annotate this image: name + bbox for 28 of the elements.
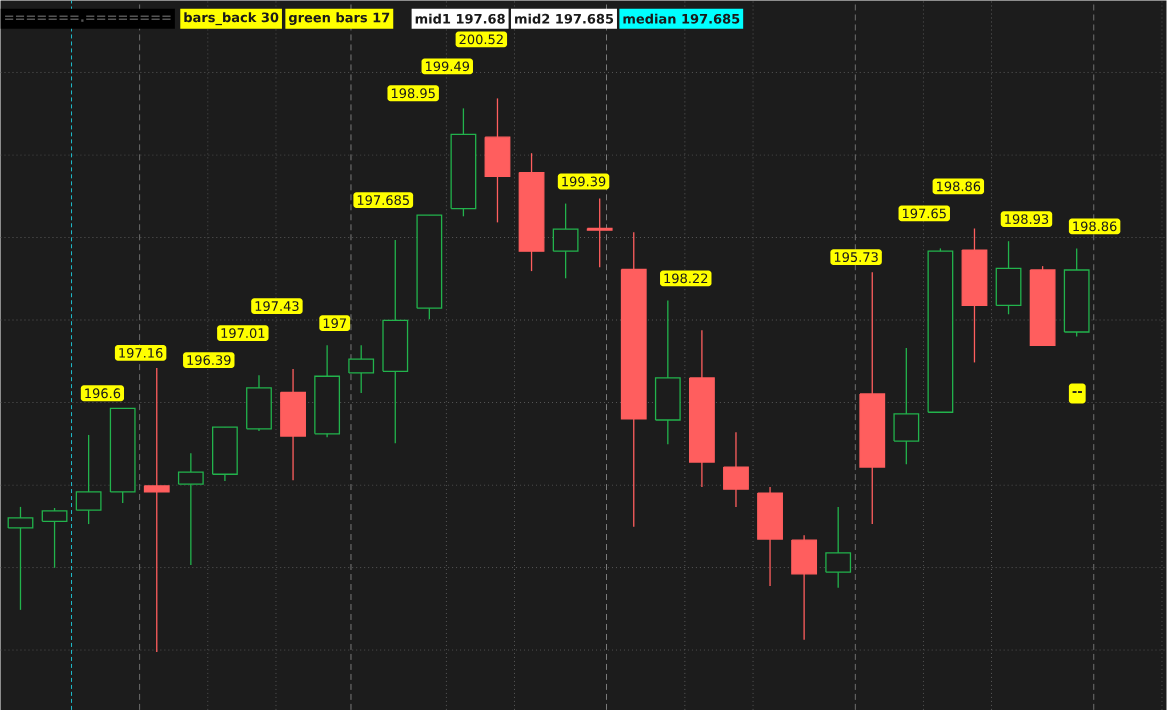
text: green bars 17 — [288, 12, 390, 25]
text: bars_back 30 — [184, 12, 279, 25]
text: =======.======== — [5, 15, 171, 22]
text: median 197.685 — [623, 13, 740, 24]
text: 199.49 — [425, 61, 470, 72]
text: 198.86 — [1073, 221, 1117, 232]
text: 198.93 — [1005, 214, 1049, 224]
text: 200.52 — [459, 34, 503, 45]
text: 198.22 — [664, 273, 708, 284]
candlestick — [586, 197, 613, 268]
text: mid2 197.685 — [515, 13, 614, 24]
text: 197.43 — [255, 301, 299, 311]
text: 197.685 — [357, 195, 409, 205]
text: 196.39 — [187, 354, 231, 365]
text: 197.01 — [221, 327, 265, 338]
text: 198.86 — [937, 181, 981, 192]
text: 195.73 — [834, 252, 878, 262]
text: 197.16 — [119, 347, 163, 358]
text: 199.39 — [562, 176, 606, 187]
text: 196.6 — [85, 388, 121, 398]
text: mid1 197.68 — [415, 13, 505, 24]
candlestick — [143, 367, 170, 653]
candlestick — [7, 506, 34, 611]
text: 197 — [323, 318, 347, 328]
candlestick — [177, 452, 204, 566]
text: 197.65 — [902, 208, 946, 219]
text: 198.95 — [391, 88, 435, 98]
annotation: -- — [1072, 390, 1082, 393]
